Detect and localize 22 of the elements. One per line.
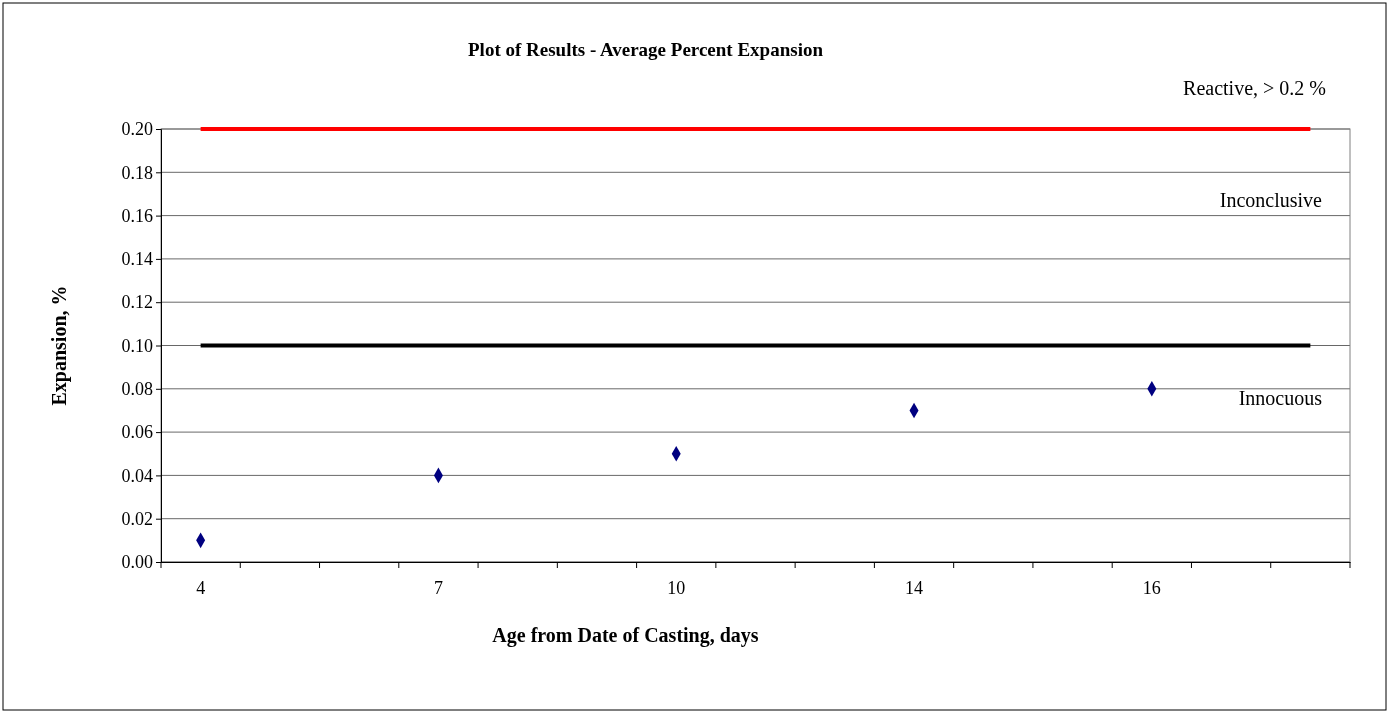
y-tick-label: 0.00 [121,552,153,573]
y-tick-label: 0.14 [121,249,153,270]
y-axis-title: Expansion, % [48,285,71,406]
x-tick-label: 7 [433,577,443,598]
chart-title: Plot of Results - Average Percent Expansion [468,39,824,60]
y-tick-label: 0.20 [121,119,153,140]
ref-line-label: Reactive, > 0.2 % [1183,77,1326,99]
y-tick-label: 0.16 [121,205,153,226]
y-tick-label: 0.02 [121,508,153,529]
annotation: Innocuous [1238,387,1323,409]
x-axis-title: Age from Date of Casting, days [492,624,759,647]
y-tick-label: 0.12 [121,292,153,313]
y-tick-label: 0.18 [121,162,153,183]
annotation: Inconclusive [1219,189,1323,211]
y-tick-label: 0.08 [121,379,153,400]
x-tick-label: 4 [196,577,206,598]
y-tick-label: 0.06 [121,422,153,443]
y-tick-label: 0.10 [121,335,153,356]
x-tick-label: 14 [905,577,924,598]
x-tick-label: 16 [1142,577,1161,598]
x-tick-label: 10 [667,577,686,598]
y-tick-label: 0.04 [121,465,153,486]
